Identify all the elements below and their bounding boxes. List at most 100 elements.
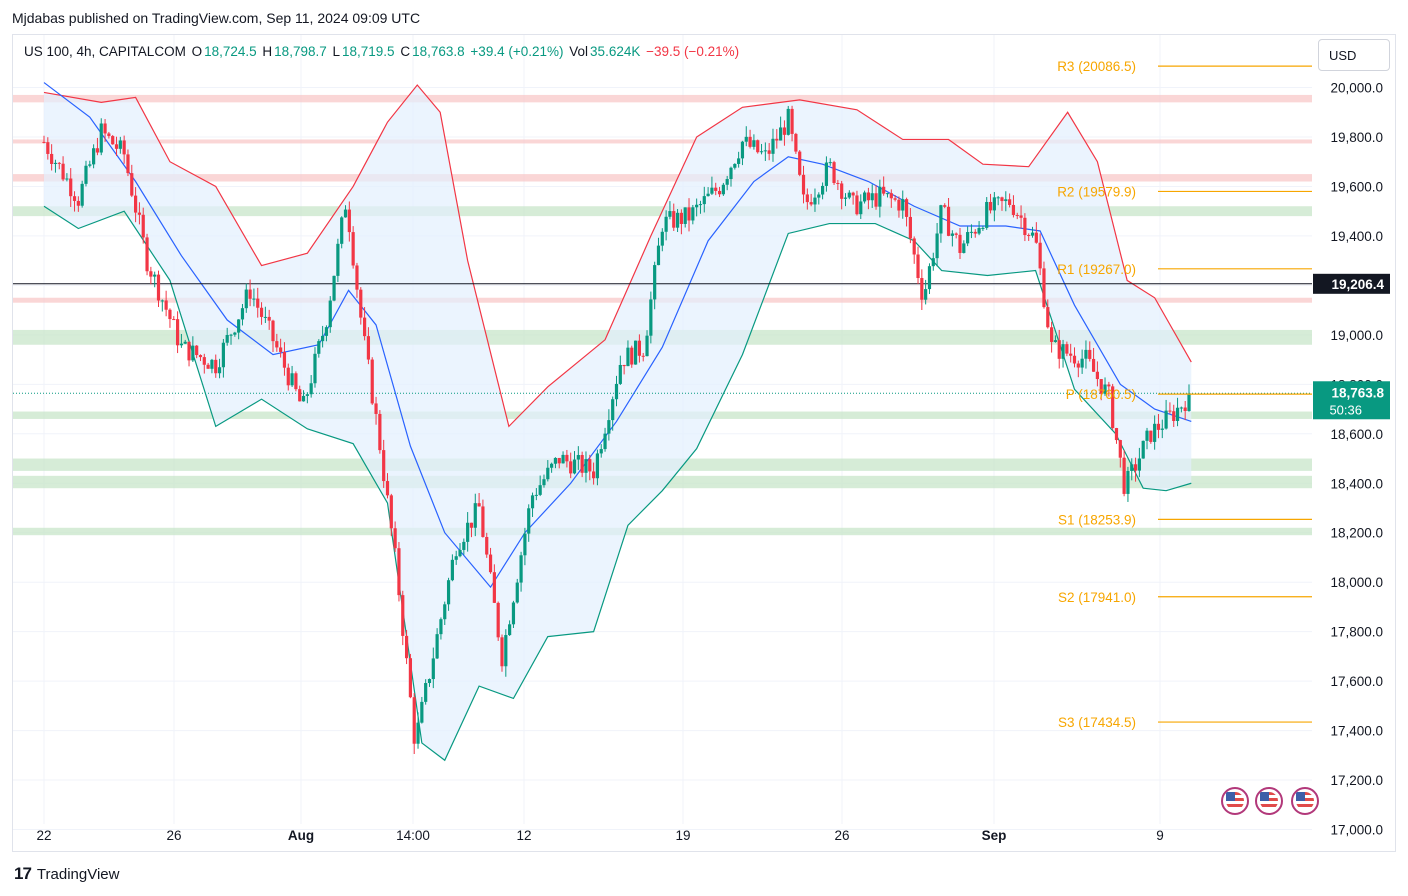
- currency-button[interactable]: USD: [1318, 39, 1390, 71]
- candle-body: [111, 136, 115, 145]
- candle-body: [99, 123, 103, 153]
- candle-body: [221, 342, 225, 368]
- candle-body: [450, 559, 454, 581]
- candle-body: [198, 355, 203, 358]
- candle-body: [404, 635, 409, 659]
- candle-body: [466, 522, 470, 542]
- candle-body: [534, 494, 538, 496]
- candle-body: [1126, 470, 1130, 494]
- candle-body: [550, 463, 554, 468]
- time-axis: 22 26 Aug 14:00 12 19 26 Sep 9: [36, 828, 1163, 843]
- candle-body: [981, 227, 985, 229]
- bar-countdown-label: 50:36: [1329, 402, 1362, 417]
- last-price-label: 18,763.8: [1331, 385, 1384, 400]
- time-tick-label: Aug: [288, 828, 314, 843]
- candle-body: [179, 343, 183, 346]
- bollinger-basis: [43, 82, 1192, 589]
- candle-body: [1072, 355, 1077, 364]
- time-tick-label: 26: [166, 828, 181, 843]
- candle-body: [149, 271, 153, 277]
- candle-body: [939, 205, 943, 234]
- price-tick-label: 19,800.0: [1330, 130, 1383, 145]
- candle-body: [114, 144, 119, 149]
- candle-body: [263, 316, 267, 318]
- candle-body: [321, 335, 325, 342]
- candle-body: [950, 233, 954, 236]
- candle-body: [1118, 440, 1122, 458]
- candle-body: [710, 187, 714, 194]
- time-tick-label: 26: [834, 828, 849, 843]
- candle-body: [1168, 410, 1172, 412]
- candle-body: [206, 364, 210, 369]
- hline-price-label: 19,206.4: [1331, 277, 1384, 292]
- candle-body: [599, 449, 603, 454]
- candle-body: [340, 217, 344, 244]
- candle-body: [1153, 423, 1157, 442]
- time-tick-label: Sep: [982, 828, 1007, 843]
- candle-body: [977, 227, 981, 234]
- candle-body: [851, 192, 855, 196]
- candle-body: [1183, 407, 1187, 412]
- candle-body: [1065, 344, 1069, 354]
- candle-body: [737, 158, 741, 164]
- candle-body: [72, 196, 77, 201]
- candle-body: [843, 197, 848, 199]
- ohlc-legend: US 100, 4h, CAPITALCOM O 18,724.5 H 18,798…: [24, 44, 741, 59]
- time-tick-label: 12: [516, 828, 531, 843]
- candle-body: [763, 150, 767, 152]
- candle-body: [225, 334, 229, 343]
- candle-body: [61, 163, 65, 180]
- legend-change: +39.4 (+0.21%): [470, 44, 564, 59]
- candle-body: [252, 298, 256, 300]
- legend-vol-change: −39.5 (−0.21%): [646, 44, 740, 59]
- candle-body: [183, 341, 187, 344]
- candle-body: [1160, 428, 1164, 430]
- candle-body: [1141, 440, 1145, 459]
- candle-body: [488, 554, 493, 573]
- price-axis: 20,000.019,800.019,600.019,400.019,200.0…: [1313, 81, 1390, 838]
- candle-body: [821, 185, 825, 195]
- candle-body: [954, 233, 958, 235]
- candle-body: [622, 364, 626, 367]
- candle-body: [996, 197, 1000, 199]
- candle-body: [492, 572, 496, 603]
- candle-body: [759, 151, 764, 153]
- candle-body: [294, 373, 298, 390]
- candle-body: [1015, 214, 1019, 216]
- candle-body: [1103, 384, 1107, 394]
- candle-body: [966, 232, 970, 244]
- candle-body: [275, 341, 279, 348]
- candle-body: [431, 658, 435, 680]
- candle-body: [191, 345, 195, 361]
- footer-branding[interactable]: 17 TradingView: [14, 864, 119, 884]
- candle-body: [336, 243, 340, 276]
- candle-body: [1030, 232, 1035, 236]
- candle-body: [870, 193, 874, 201]
- time-tick-label: 14:00: [396, 828, 430, 843]
- candle-body: [65, 178, 69, 180]
- candle-body: [756, 140, 760, 153]
- candle-body: [485, 536, 489, 555]
- candle-body: [714, 187, 718, 191]
- candle-body: [229, 334, 233, 336]
- candle-body: [630, 347, 634, 365]
- us-flag-icon[interactable]: [1221, 787, 1249, 815]
- pivot-levels: R3 (20086.5) R2 (19579.9) R1 (19267.0) P (1…: [1057, 59, 1312, 730]
- candle-body: [569, 461, 573, 474]
- candle-body: [744, 136, 748, 142]
- candle-body: [210, 359, 214, 369]
- candle-body: [641, 355, 645, 357]
- candle-body: [771, 138, 775, 154]
- candle-body: [618, 364, 622, 384]
- us-flag-icon[interactable]: [1255, 787, 1283, 815]
- candle-body: [962, 243, 966, 253]
- candle-body: [695, 204, 699, 208]
- us-flag-icon[interactable]: [1291, 787, 1319, 815]
- tradingview-logo-icon: 17: [14, 864, 32, 883]
- candle-body: [824, 162, 829, 186]
- candle-body: [553, 457, 558, 464]
- candle-body: [462, 541, 466, 550]
- candle-body: [683, 207, 687, 224]
- candle-body: [446, 580, 451, 605]
